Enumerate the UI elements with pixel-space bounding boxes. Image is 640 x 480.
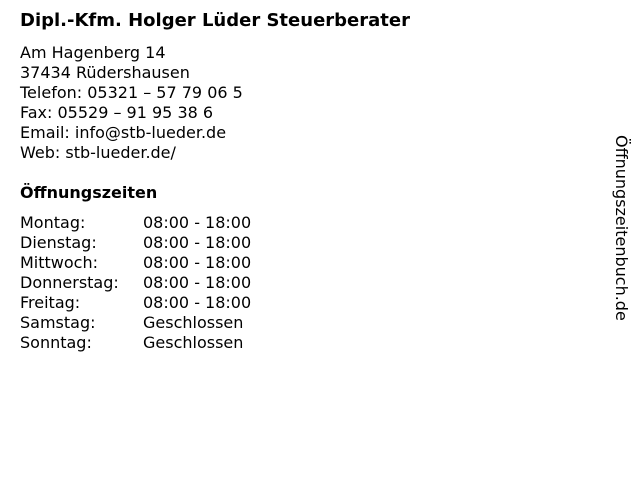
hours-heading: Öffnungszeiten [20, 183, 158, 202]
contact-info: Am Hagenberg 14 37434 Rüdershausen Telef… [20, 43, 243, 163]
fax: Fax: 05529 – 91 95 38 6 [20, 103, 214, 122]
business-title: Dipl.-Kfm. Holger Lüder Steuerberater [20, 10, 410, 31]
time: 08:00 - 18:00 [143, 253, 252, 272]
time: 08:00 - 18:00 [143, 233, 252, 252]
time: 08:00 - 18:00 [143, 293, 252, 312]
hours-row: Freitag: 08:00 - 18:00 [20, 293, 251, 313]
website: Web: stb-lueder.de/ [20, 143, 176, 162]
day: Sonntag: [20, 333, 92, 352]
hours-row: Dienstag: 08:00 - 18:00 [20, 233, 251, 253]
time: 08:00 - 18:00 [143, 213, 252, 232]
day: Montag: [20, 213, 86, 232]
hours-row: Samstag: Geschlossen [20, 313, 251, 333]
city: 37434 Rüdershausen [20, 63, 190, 82]
watermark-label: Öffnungszeitenbuch.de [612, 135, 631, 321]
hours-row: Sonntag: Geschlossen [20, 333, 251, 353]
phone: Telefon: 05321 – 57 79 06 5 [20, 83, 243, 102]
hours-row: Mittwoch: 08:00 - 18:00 [20, 253, 251, 273]
time: Geschlossen [143, 333, 244, 352]
time: 08:00 - 18:00 [143, 273, 252, 292]
day: Donnerstag: [20, 273, 119, 292]
time: Geschlossen [143, 313, 244, 332]
day: Samstag: [20, 313, 96, 332]
hours-table: Montag: 08:00 - 18:00 Dienstag: 08:00 - 18… [20, 213, 251, 353]
street: Am Hagenberg 14 [20, 43, 166, 62]
email: Email: info@stb-lueder.de [20, 123, 227, 142]
day: Mittwoch: [20, 253, 98, 272]
hours-row: Donnerstag: 08:00 - 18:00 [20, 273, 251, 293]
hours-row: Montag: 08:00 - 18:00 [20, 213, 251, 233]
day: Freitag: [20, 293, 81, 312]
day: Dienstag: [20, 233, 97, 252]
